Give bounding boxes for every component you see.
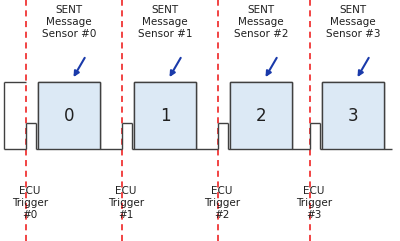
Bar (230, 82, 292, 149)
Bar (38, 82, 100, 149)
Text: SENT
Message
Sensor #2: SENT Message Sensor #2 (234, 5, 288, 39)
Text: 0: 0 (64, 107, 74, 125)
Bar (134, 82, 196, 149)
Text: SENT
Message
Sensor #1: SENT Message Sensor #1 (138, 5, 192, 39)
Bar (322, 82, 384, 149)
Text: ECU
Trigger
#0: ECU Trigger #0 (12, 186, 48, 220)
Text: SENT
Message
Sensor #0: SENT Message Sensor #0 (42, 5, 96, 39)
Text: SENT
Message
Sensor #3: SENT Message Sensor #3 (326, 5, 380, 39)
Text: 2: 2 (256, 107, 266, 125)
Text: 1: 1 (160, 107, 170, 125)
Text: 3: 3 (348, 107, 358, 125)
Text: ECU
Trigger
#2: ECU Trigger #2 (204, 186, 240, 220)
Text: ECU
Trigger
#3: ECU Trigger #3 (296, 186, 332, 220)
Text: ECU
Trigger
#1: ECU Trigger #1 (108, 186, 144, 220)
